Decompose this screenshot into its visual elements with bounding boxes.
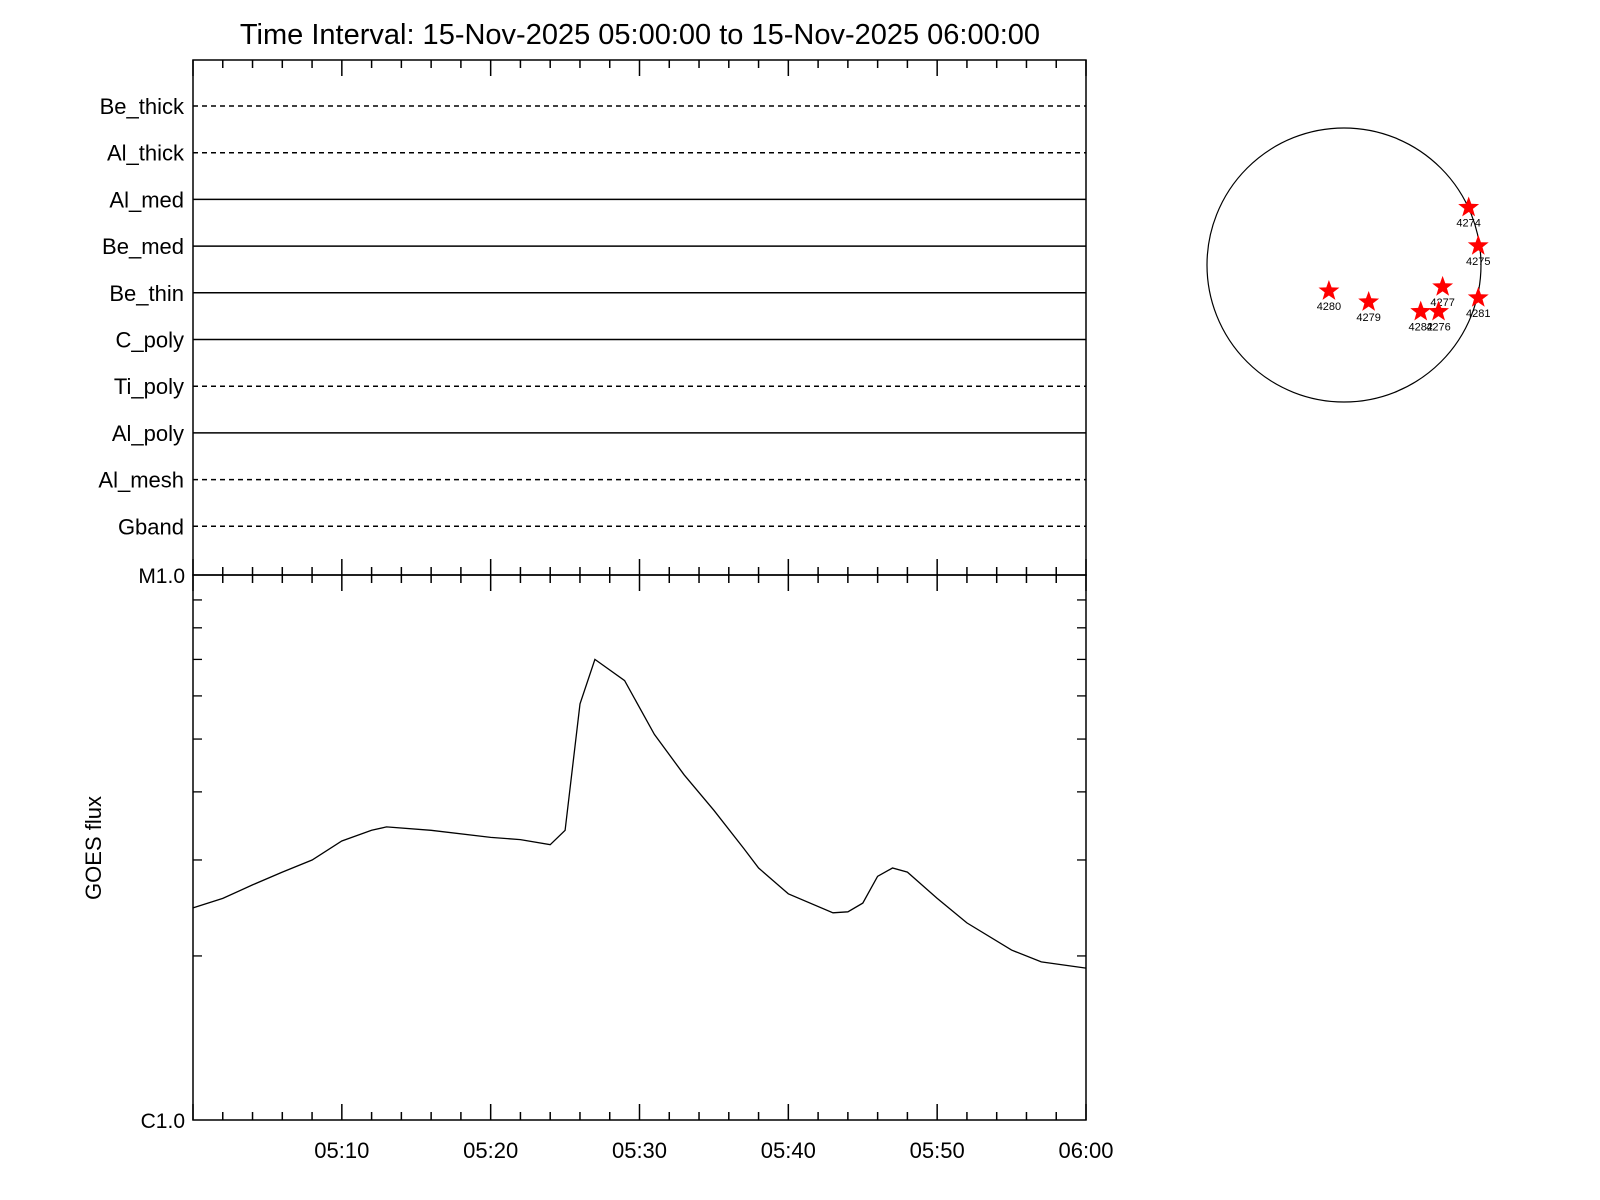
active-region-label: 4279 [1356, 312, 1380, 324]
figure-title: Time Interval: 15-Nov-2025 05:00:00 to 1… [240, 19, 1040, 51]
active-region-star-marker [1467, 234, 1489, 255]
active-region-star-marker [1458, 196, 1480, 217]
filter-row-label: Be_thick [100, 94, 185, 119]
goes-flux-series-line [192, 658, 1087, 969]
filter-row-label: Be_med [102, 234, 184, 259]
goes-x-tick-label: 05:10 [314, 1138, 369, 1163]
active-region-star-marker [1467, 286, 1489, 307]
filter-row-label: Al_poly [112, 421, 184, 446]
goes-panel-ticks [192, 575, 1087, 1120]
filter-row-label: C_poly [116, 328, 184, 353]
goes-x-tick-label: 06:00 [1058, 1138, 1113, 1163]
filter-row-label: Al_mesh [98, 468, 184, 493]
filter-row-label: Gband [118, 514, 184, 539]
goes-flux-panel: C1.0M1.0 05:10 05:20 05:30 05:40 05:50 06:00 … [81, 565, 1114, 1163]
goes-y-tick-label: M1.0 [138, 565, 185, 588]
filter-rows: Be_thick Al_thick Al_med Be_med Be_thin C_pol… [98, 94, 1086, 539]
active-region-star-marker [1318, 280, 1340, 300]
active-region-star-marker [1428, 300, 1449, 321]
filter-row-label: Al_thick [107, 141, 185, 166]
active-region-label: 4281 [1466, 308, 1490, 320]
filter-row-label: Be_thin [109, 281, 184, 306]
active-region-label: 4277 [1430, 297, 1454, 309]
active-region-label: 4282 [1408, 322, 1432, 334]
filter-panel-frame [192, 59, 1087, 576]
filter-timeline-panel: Be_thick Al_thick Al_med Be_med Be_thin C_pol… [98, 59, 1087, 576]
goes-x-tick-label: 05:20 [463, 1138, 518, 1163]
active-region-label: 4275 [1466, 256, 1490, 268]
goes-y-tick-labels: C1.0 M1.0 [138, 565, 185, 1133]
active-region-star-marker [1410, 300, 1432, 321]
active-region-label: 4276 [1426, 322, 1450, 334]
goes-x-tick-label: 05:50 [910, 1138, 965, 1163]
goes-x-tick-labels: 05:10 05:20 05:30 05:40 05:50 06:00 [314, 1138, 1113, 1163]
active-region-star-marker [1432, 275, 1454, 296]
filter-row-label: Al_med [109, 187, 184, 212]
active-region-label: 4280 [1317, 301, 1341, 313]
filter-panel-ticks [192, 60, 1087, 575]
solar-disk-outline [1206, 127, 1482, 403]
filter-row-label: Ti_poly [114, 374, 184, 399]
active-region-label: 4274 [1456, 217, 1480, 229]
active-region-star-marker [1358, 291, 1380, 311]
goes-x-tick-label: 05:30 [612, 1138, 667, 1163]
goes-panel-frame [192, 574, 1087, 1121]
goes-x-tick-label: 05:40 [761, 1138, 816, 1163]
goes-y-axis-label: GOES flux [81, 796, 106, 900]
goes-y-tick-label: C1.0 [141, 1110, 185, 1133]
